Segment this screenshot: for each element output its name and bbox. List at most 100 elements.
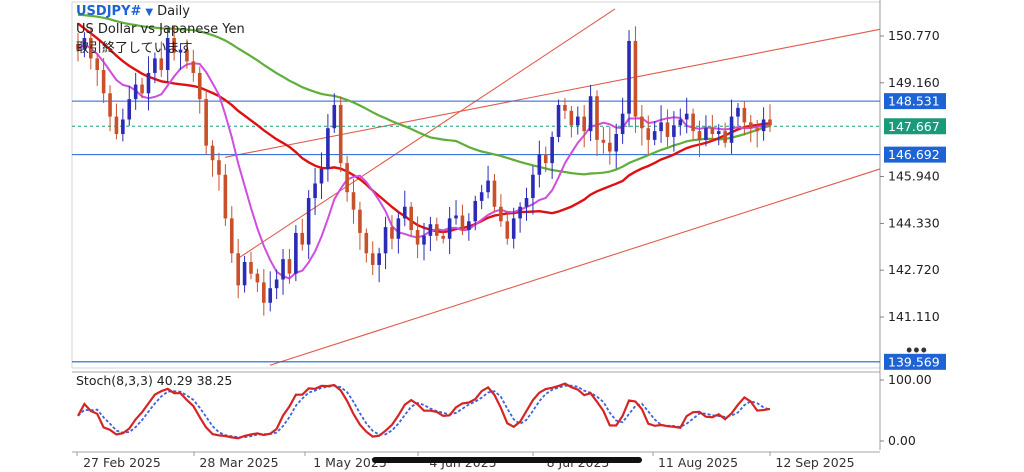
- candle-body: [287, 259, 292, 274]
- candle-body: [595, 96, 599, 140]
- candle-body: [614, 134, 619, 152]
- date-label: 28 Mar 2025: [199, 455, 278, 470]
- candle-body: [627, 40, 631, 114]
- candle-body: [127, 99, 132, 120]
- candle-body: [723, 131, 727, 143]
- candle-body: [402, 206, 407, 219]
- candle-body: [742, 107, 747, 123]
- candle-body: [422, 235, 426, 245]
- candle-body: [146, 72, 151, 94]
- candle-body: [640, 116, 644, 129]
- candle-body: [351, 192, 356, 210]
- candle-body: [114, 116, 119, 135]
- date-label: 11 Aug 2025: [658, 455, 738, 470]
- candle-body: [101, 70, 106, 94]
- candle-body: [415, 230, 420, 245]
- candle-body: [454, 215, 458, 219]
- candle-body: [665, 122, 670, 137]
- price-tick-label: 149.160: [888, 75, 940, 90]
- candle-body: [178, 49, 183, 53]
- candle-body: [435, 224, 439, 236]
- moving-average-long: [77, 13, 771, 176]
- candle-body: [242, 262, 247, 286]
- candle-body: [191, 61, 196, 73]
- candle-body: [691, 113, 695, 132]
- candle-body: [133, 84, 138, 100]
- candle-body: [236, 253, 240, 286]
- channel-lower: [269, 168, 881, 366]
- candle-body: [473, 200, 478, 222]
- candle-body: [204, 99, 208, 146]
- candle-body: [345, 163, 349, 193]
- candle-body: [262, 282, 266, 303]
- candle-body: [338, 104, 343, 164]
- price-tick-label: 145.940: [888, 169, 940, 184]
- stoch-main-line: [77, 382, 771, 440]
- candle-body: [159, 58, 164, 71]
- date-label: 12 Sep 2025: [775, 455, 854, 470]
- candle-body: [729, 116, 734, 143]
- candle-body: [332, 104, 337, 129]
- candle-body: [499, 206, 503, 222]
- stoch-tick-label: 0.00: [888, 433, 916, 448]
- candle-body: [172, 38, 176, 53]
- candle-body: [197, 72, 202, 100]
- timeframe-label: Daily: [157, 4, 190, 19]
- candle-body: [531, 174, 535, 199]
- candle-body: [268, 288, 273, 303]
- candle-body: [217, 160, 221, 175]
- candle-body: [543, 154, 548, 164]
- candle-body: [447, 218, 452, 239]
- horizontal-level-label: 146.692: [888, 147, 940, 162]
- regression-channel: [224, 8, 881, 366]
- candle-body: [684, 113, 689, 120]
- candle-body: [479, 192, 484, 201]
- candle-body: [121, 119, 125, 135]
- candle-body: [326, 128, 330, 169]
- chevron-down-icon[interactable]: ▼: [145, 7, 154, 18]
- candle-body: [396, 218, 401, 239]
- candle-body: [76, 43, 80, 50]
- candle-body: [165, 38, 170, 71]
- price-tick-label: 141.110: [888, 309, 940, 324]
- symbol-description: US Dollar vs Japanese Yen: [76, 22, 245, 37]
- candle-body: [281, 259, 285, 280]
- candle-body: [108, 93, 112, 117]
- candle-body: [377, 253, 381, 265]
- candle-body: [620, 113, 625, 135]
- symbol-name[interactable]: USDJPY#: [76, 4, 142, 19]
- candle-body: [748, 122, 753, 129]
- home-indicator: [372, 457, 642, 463]
- stochastic-label: Stoch(8,3,3) 40.29 38.25: [76, 373, 232, 388]
- candle-body: [646, 128, 651, 140]
- candle-body: [755, 128, 759, 132]
- candle-body: [704, 128, 708, 140]
- candle-body: [467, 221, 471, 231]
- horizontal-level-tag: [884, 146, 946, 163]
- price-tick-label: 144.330: [888, 215, 940, 230]
- candle-body: [95, 58, 100, 71]
- stoch-signal-line: [77, 384, 771, 439]
- candle-body: [153, 58, 157, 73]
- horizontal-levels: 148.531 146.692 139.569 147.667: [72, 93, 946, 370]
- candle-body: [441, 235, 446, 239]
- candle-body: [306, 198, 311, 245]
- candle-body: [697, 131, 702, 140]
- price-tick-label: 142.720: [888, 262, 940, 277]
- candle-body: [294, 232, 298, 274]
- candle-body: [383, 227, 388, 254]
- candle-body: [82, 38, 87, 50]
- market-closed-notice: 取引終了しています: [76, 41, 193, 56]
- candle-body: [633, 40, 638, 117]
- channel-upper: [236, 8, 616, 260]
- candle-body: [390, 227, 394, 239]
- symbol-header[interactable]: USDJPY# ▼ Daily: [76, 4, 190, 19]
- candle-body: [370, 253, 375, 265]
- candle-body: [300, 232, 305, 245]
- date-label: 27 Feb 2025: [83, 455, 161, 470]
- candle-body: [710, 128, 715, 135]
- candle-body: [672, 125, 676, 137]
- price-axis: 150.770 149.160 145.940 144.330 142.720 141.1…: [880, 28, 940, 324]
- more-options-icon[interactable]: •••: [906, 340, 928, 360]
